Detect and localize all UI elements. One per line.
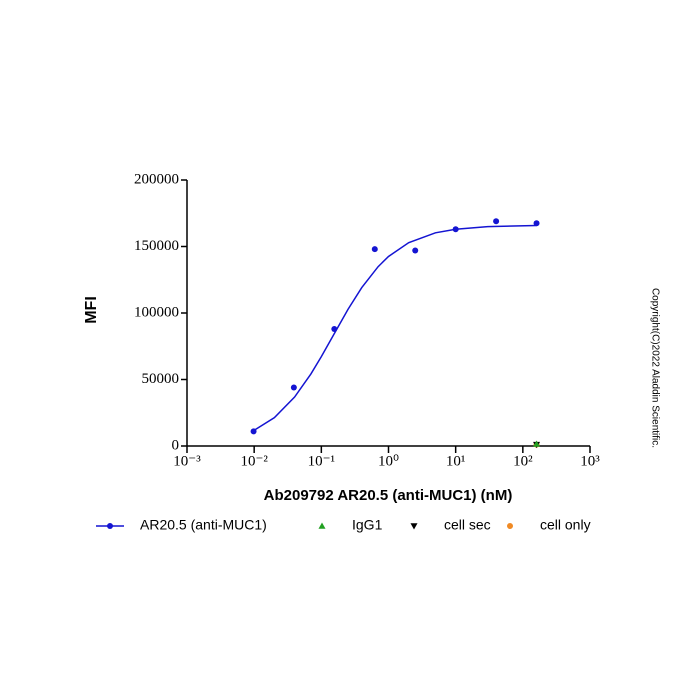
point	[452, 226, 459, 233]
y-tick-label: 50000	[142, 371, 180, 387]
point	[331, 325, 338, 332]
legend-label: AR20.5 (anti-MUC1)	[140, 517, 267, 533]
point	[371, 246, 378, 253]
point	[533, 220, 540, 227]
legend-marker	[318, 522, 326, 529]
point	[493, 218, 500, 225]
legend-label: cell only	[540, 517, 591, 533]
x-axis-title: Ab209792 AR20.5 (anti-MUC1) (nM)	[264, 487, 513, 504]
legend-marker	[107, 523, 113, 529]
x-tick-label: 10⁻²	[240, 453, 268, 469]
point	[412, 247, 419, 254]
y-tick-label: 200000	[134, 171, 179, 187]
y-tick-label: 150000	[134, 238, 179, 254]
x-tick-label: 10¹	[446, 453, 466, 469]
x-tick-label: 10²	[513, 453, 533, 469]
y-tick-label: 100000	[134, 304, 179, 320]
watermark: Copyright(C)2022 Aladdin Scientific.	[649, 288, 660, 448]
x-tick-label: 10⁻¹	[308, 453, 335, 469]
fit-curve	[253, 224, 537, 432]
x-tick-label: 10⁰	[378, 453, 399, 469]
point	[290, 384, 297, 391]
legend-label: IgG1	[352, 517, 383, 533]
legend-marker	[507, 523, 513, 529]
y-tick-label: 0	[172, 437, 180, 453]
legend-label: cell sec	[444, 517, 491, 533]
x-tick-label: 10⁻³	[173, 453, 201, 469]
x-tick-label: 10³	[580, 453, 600, 469]
point	[533, 440, 541, 447]
y-axis-title: MFI	[83, 296, 100, 324]
legend-marker	[410, 523, 418, 530]
point	[250, 428, 257, 435]
